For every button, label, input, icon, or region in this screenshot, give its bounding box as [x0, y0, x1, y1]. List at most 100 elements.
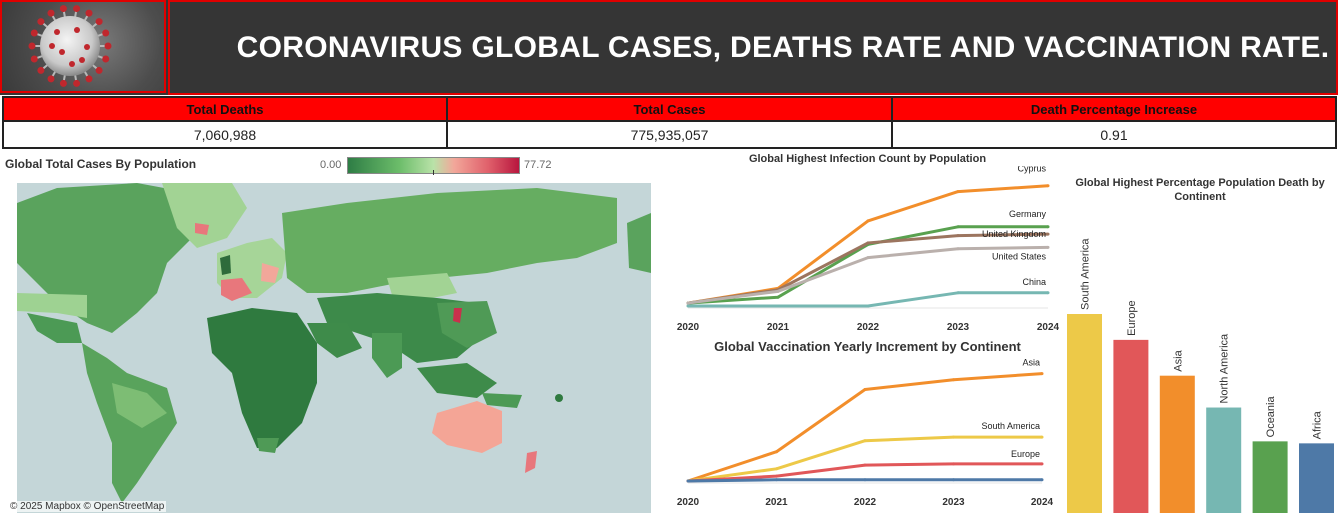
series-label: Asia	[1022, 358, 1040, 368]
region-kazakhstan[interactable]	[387, 273, 457, 301]
series-point[interactable]	[866, 241, 870, 245]
region-new-zealand[interactable]	[525, 451, 537, 473]
series-point[interactable]	[863, 463, 867, 467]
bar-asia[interactable]	[1159, 375, 1195, 513]
region-southeast-asia[interactable]	[417, 363, 497, 398]
virus-surface-dot	[59, 49, 65, 55]
region-iceland[interactable]	[195, 223, 209, 235]
series-point[interactable]	[866, 219, 870, 223]
virus-spike-tip	[102, 55, 110, 63]
series-point[interactable]	[776, 295, 780, 299]
series-point[interactable]	[952, 435, 955, 439]
region-brazil[interactable]	[112, 383, 167, 428]
bar-north-america[interactable]	[1206, 407, 1242, 513]
region-south-africa[interactable]	[257, 438, 279, 453]
region-china[interactable]	[437, 301, 497, 348]
series-point[interactable]	[952, 378, 955, 382]
series-point[interactable]	[956, 190, 960, 194]
x-tick-label: 2023	[947, 322, 970, 333]
series-point[interactable]	[775, 478, 778, 482]
series-point[interactable]	[775, 467, 778, 471]
virus-spike-tip	[85, 9, 93, 17]
series-point[interactable]	[956, 225, 960, 229]
legend-min: 0.00	[320, 159, 342, 171]
virus-spike-tip	[104, 42, 112, 50]
series-point[interactable]	[1046, 245, 1050, 249]
virus-spike-tip	[95, 18, 103, 26]
series-point[interactable]	[956, 247, 960, 251]
region-south-korea[interactable]	[453, 308, 462, 323]
series-point[interactable]	[866, 304, 870, 308]
region-far-east[interactable]	[627, 213, 651, 273]
series-point[interactable]	[863, 388, 867, 391]
region-south-america[interactable]	[82, 343, 177, 503]
series-point[interactable]	[775, 450, 778, 454]
series-label: China	[1022, 277, 1046, 287]
infection-chart-title: Global Highest Infection Count by Popula…	[748, 153, 987, 165]
kpi-death-percentage: Death Percentage Increase 0.91	[891, 96, 1337, 149]
series-point[interactable]	[952, 478, 955, 482]
series-point[interactable]	[1040, 478, 1044, 482]
region-russia[interactable]	[282, 188, 617, 293]
series-point[interactable]	[1046, 225, 1050, 229]
series-line-south-america[interactable]	[687, 435, 1042, 483]
series-point[interactable]	[775, 474, 778, 478]
map-attribution: © 2025 Mapbox © OpenStreetMap	[8, 501, 167, 512]
series-point[interactable]	[776, 289, 780, 293]
region-usa[interactable]	[17, 293, 87, 318]
bar-africa[interactable]	[1299, 443, 1334, 513]
x-tick-label: 2024	[1037, 322, 1060, 333]
series-point[interactable]	[686, 304, 690, 308]
series-point[interactable]	[863, 478, 867, 482]
series-label: Germany	[1009, 209, 1047, 219]
virus-spike-tip	[30, 29, 38, 37]
death-bar-chart[interactable]: South America Europe Asia North America Ocea…	[1062, 210, 1338, 513]
kpi-label: Total Cases	[448, 98, 891, 122]
series-point[interactable]	[686, 301, 690, 305]
series-point[interactable]	[1046, 232, 1050, 236]
series-point[interactable]	[952, 462, 955, 466]
region-middle-east[interactable]	[307, 323, 362, 358]
region-india[interactable]	[372, 333, 402, 378]
region-africa[interactable]	[207, 308, 317, 448]
vaccination-chart-title: Global Vaccination Yearly Increment by C…	[714, 339, 1021, 354]
x-tick-label: 2021	[765, 497, 788, 508]
x-tick-label: 2020	[677, 497, 700, 508]
series-label: Cyprus	[1017, 166, 1046, 174]
bar-oceania[interactable]	[1252, 441, 1288, 513]
virus-surface-dot	[54, 29, 60, 35]
series-point[interactable]	[1046, 184, 1050, 188]
virus-spike-tip	[102, 29, 110, 37]
kpi-label: Total Deaths	[4, 98, 446, 122]
virus-surface-dot	[69, 61, 75, 67]
series-point[interactable]	[1046, 291, 1050, 295]
kpi-value: 7,060,988	[193, 126, 257, 143]
region-uk[interactable]	[220, 255, 231, 275]
series-point[interactable]	[1040, 435, 1044, 439]
series-point[interactable]	[1040, 462, 1044, 466]
region-greenland[interactable]	[162, 183, 247, 248]
series-point[interactable]	[956, 291, 960, 295]
series-point[interactable]	[956, 234, 960, 238]
region-mexico[interactable]	[27, 313, 82, 343]
region-pacific-island[interactable]	[555, 394, 563, 402]
kpi-label: Death Percentage Increase	[893, 98, 1335, 122]
series-point[interactable]	[776, 304, 780, 308]
series-point[interactable]	[863, 439, 867, 443]
vaccination-line-chart[interactable]: 2020 2021 2022 2023 2024 Asia South America Eur…	[670, 355, 1060, 513]
virus-surface-dot	[84, 44, 90, 50]
x-tick-label: 2024	[1031, 497, 1054, 508]
bar-europe[interactable]	[1113, 339, 1149, 513]
infection-line-chart[interactable]: 2020 2021 2022 2023 2024 Cyprus Germany United …	[670, 166, 1060, 338]
series-point[interactable]	[686, 479, 690, 483]
region-central-europe[interactable]	[261, 263, 279, 283]
bar-south-america[interactable]	[1067, 314, 1102, 513]
virus-surface-dot	[49, 43, 55, 49]
virus-spike-tip	[73, 79, 81, 87]
series-point[interactable]	[866, 256, 870, 260]
region-australia[interactable]	[432, 401, 502, 453]
series-point[interactable]	[1040, 372, 1044, 376]
region-indonesia[interactable]	[482, 393, 522, 408]
region-western-europe[interactable]	[221, 278, 252, 301]
world-map[interactable]	[17, 183, 651, 513]
